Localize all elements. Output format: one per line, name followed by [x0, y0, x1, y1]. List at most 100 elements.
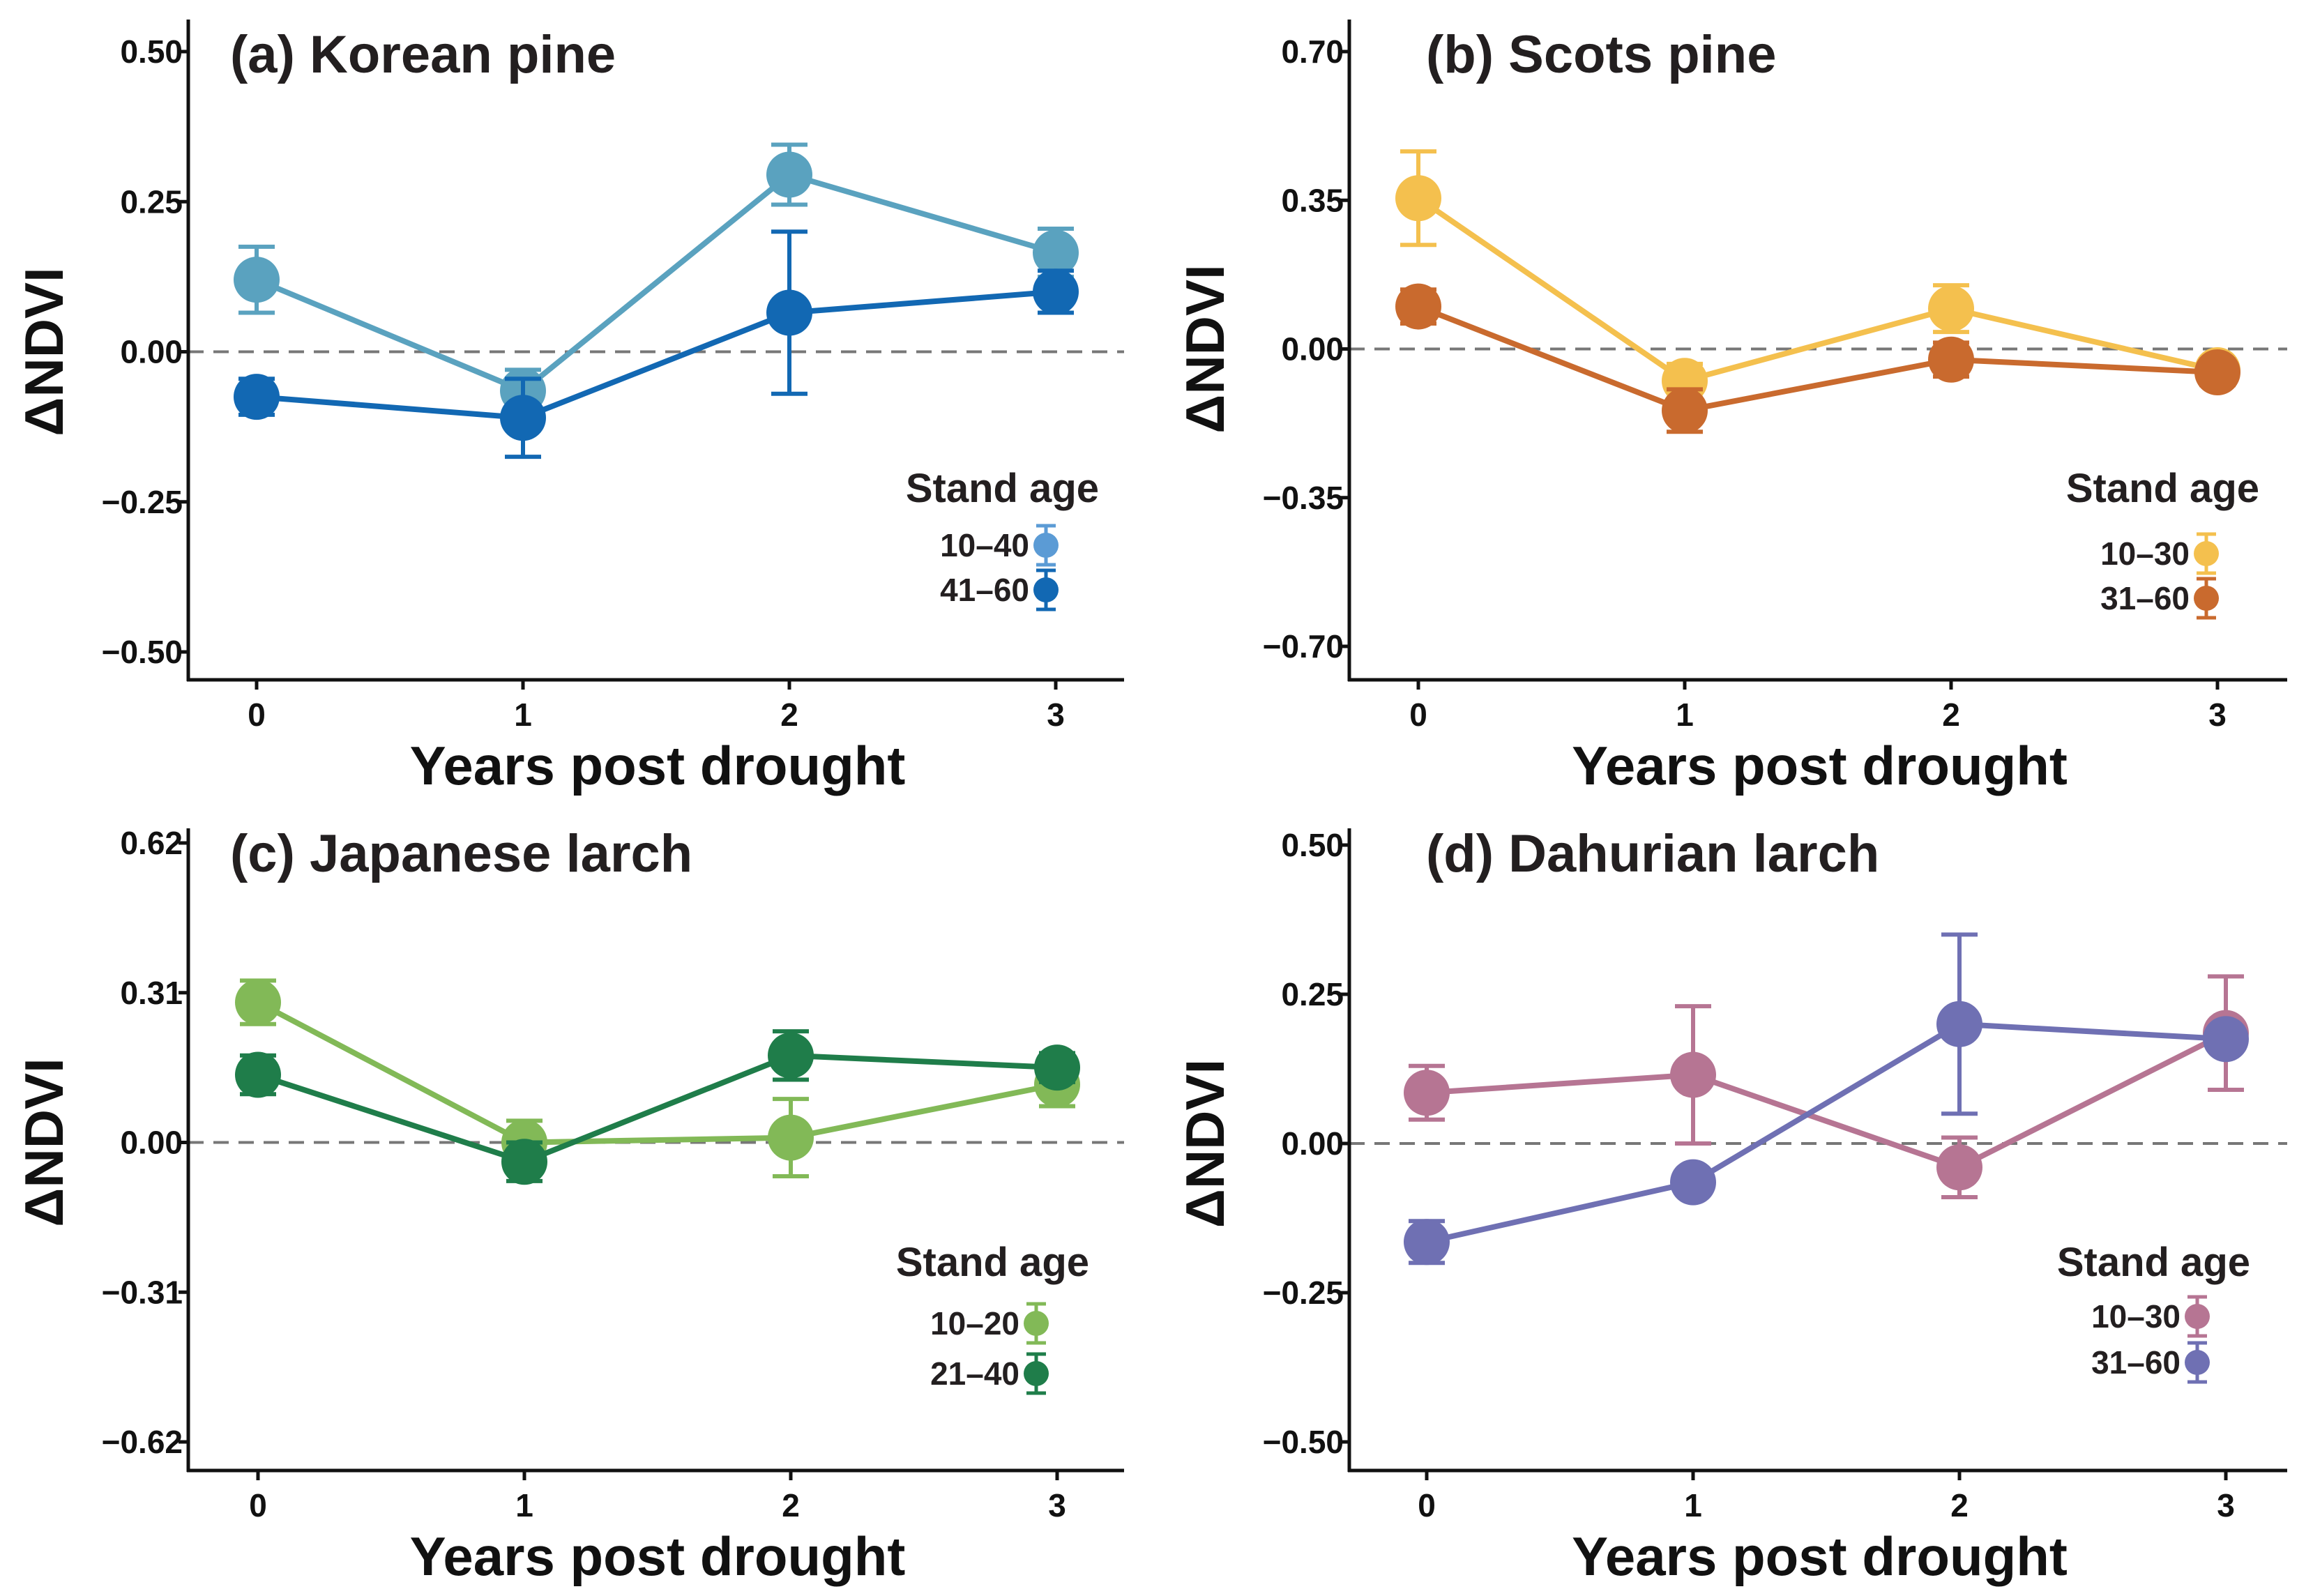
y-tick-label: 0.00 [120, 1125, 183, 1161]
series-0 [1404, 974, 2249, 1200]
legend-label: 31–60 [2091, 1344, 2181, 1381]
y-tick-label: −0.50 [102, 634, 183, 670]
data-point [768, 1032, 814, 1079]
series-line [1416, 195, 2218, 384]
x-tick-label: 0 [248, 697, 266, 733]
panel-b: 0.70 0.35 0.00 −0.35 −0.70 0 1 2 3 Years post dro… [1174, 20, 2287, 796]
data-point [1928, 285, 1974, 332]
series-line [257, 1052, 1058, 1165]
legend-label: 10–30 [2091, 1298, 2181, 1335]
x-tick-label: 3 [1047, 697, 1065, 733]
legend-label: 10–40 [940, 527, 1029, 563]
x-tick-label: 2 [782, 1487, 800, 1523]
panel-title: (d) Dahurian larch [1426, 824, 1879, 883]
x-tick-label: 1 [1676, 697, 1694, 733]
data-point [234, 374, 280, 420]
y-tick-label: 0.50 [120, 33, 183, 70]
legend-label: 31–60 [2100, 580, 2190, 616]
legend: Stand age 10–30 31–60 [2066, 466, 2259, 620]
series-1 [1404, 932, 2249, 1266]
legend-marker [1033, 533, 1059, 558]
legend-marker [1024, 1311, 1049, 1336]
series-line [255, 172, 1057, 395]
series-1 [234, 229, 1079, 459]
series-line [1426, 1031, 2227, 1171]
y-tick-label: 0.70 [1281, 33, 1344, 70]
y-tick-label: 0.00 [1281, 1125, 1344, 1162]
data-point [766, 289, 812, 336]
x-tick-label: 1 [514, 697, 532, 733]
legend: Stand age 10–40 41–60 [906, 466, 1099, 611]
legend-marker [2185, 1304, 2210, 1329]
y-tick-label: −0.25 [102, 484, 183, 520]
series-1 [235, 1029, 1080, 1185]
x-tick-label: 2 [780, 697, 798, 733]
series-0 [235, 978, 1080, 1178]
legend: Stand age 10–20 21–40 [896, 1240, 1089, 1395]
y-tick-label: −0.35 [1263, 480, 1344, 516]
data-point [1033, 268, 1079, 315]
x-tick-label: 2 [1950, 1487, 1969, 1523]
legend-title: Stand age [2057, 1240, 2250, 1285]
legend: Stand age 10–30 31–60 [2057, 1240, 2250, 1384]
legend-marker [1033, 577, 1059, 602]
y-axis-title: ΔNDVI [13, 1058, 75, 1226]
x-tick-label: 1 [515, 1487, 533, 1523]
legend-label: 10–30 [2100, 535, 2190, 572]
y-tick-label: 0.62 [120, 825, 183, 861]
series-line [257, 1000, 1058, 1146]
legend-title: Stand age [906, 466, 1099, 511]
data-point [1404, 1219, 1450, 1266]
series-line [1417, 303, 2218, 413]
x-tick-label: 3 [2217, 1487, 2235, 1523]
data-point [1404, 1070, 1450, 1116]
legend-label: 10–20 [930, 1305, 1019, 1342]
x-tick-label: 3 [2208, 697, 2227, 733]
y-tick-label: 0.00 [120, 334, 183, 370]
x-axis-title: Years post drought [410, 735, 906, 796]
panel-title: (c) Japanese larch [230, 824, 692, 883]
y-tick-label: −0.50 [1263, 1424, 1344, 1460]
x-tick-label: 2 [1942, 697, 1960, 733]
data-point [1928, 336, 1974, 383]
data-point [1670, 1159, 1716, 1206]
legend-marker [1024, 1361, 1049, 1386]
x-tick-label: 3 [1048, 1487, 1066, 1523]
y-tick-label: −0.70 [1263, 628, 1344, 664]
data-point [1936, 1001, 1982, 1047]
data-point [2203, 1016, 2249, 1063]
legend-title: Stand age [2066, 466, 2259, 511]
panel-title: (a) Korean pine [230, 25, 616, 84]
y-tick-label: 0.25 [120, 183, 183, 220]
panel-title: (b) Scots pine [1426, 25, 1776, 84]
data-point [1395, 283, 1441, 330]
y-tick-label: 0.35 [1281, 182, 1344, 218]
x-tick-label: 0 [1418, 1487, 1436, 1523]
y-axis-title: ΔNDVI [13, 267, 75, 436]
x-tick-label: 0 [1409, 697, 1427, 733]
data-point [1395, 175, 1441, 222]
series-line [256, 289, 1056, 421]
data-point [1936, 1144, 1982, 1191]
data-point [501, 1139, 547, 1185]
data-point [500, 395, 546, 441]
y-tick-label: 0.50 [1281, 827, 1344, 863]
legend-label: 41–60 [940, 572, 1029, 608]
data-point [1670, 1051, 1716, 1098]
x-tick-label: 0 [249, 1487, 267, 1523]
data-point [768, 1114, 814, 1161]
panel-d: 0.50 0.25 0.00 −0.25 −0.50 0 1 2 3 Years post dro… [1174, 824, 2287, 1587]
panel-c: 0.62 0.31 0.00 −0.31 −0.62 0 1 2 3 Years post dro… [13, 824, 1124, 1587]
y-axis-title: ΔNDVI [1174, 1059, 1236, 1228]
data-point [234, 257, 280, 303]
x-axis-title: Years post drought [410, 1526, 906, 1587]
panel-a: 0.50 0.25 0.00 −0.25 −0.50 0 1 2 3 Years post dro… [13, 20, 1124, 796]
series-0 [234, 142, 1079, 414]
data-point [1034, 1044, 1080, 1091]
y-tick-label: −0.25 [1263, 1275, 1344, 1311]
y-tick-label: 0.00 [1281, 331, 1344, 367]
series-1 [1395, 283, 2240, 434]
data-point [1662, 387, 1708, 434]
legend-label: 21–40 [930, 1355, 1019, 1392]
